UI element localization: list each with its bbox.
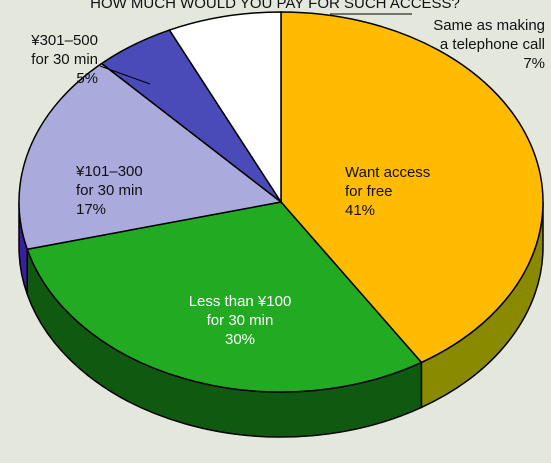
slice-label: ¥101–300 — [75, 163, 143, 180]
chart-title: HOW MUCH WOULD YOU PAY FOR SUCH ACCESS? — [90, 0, 460, 12]
slice-label: for 30 min — [31, 51, 98, 68]
slice — [280, 11, 544, 364]
slice-label: Same as making — [433, 17, 545, 34]
value-label: 5% — [76, 70, 98, 87]
leader-line — [99, 65, 151, 85]
slice-label: for 30 min — [76, 182, 143, 199]
value-label: 41% — [345, 202, 375, 219]
value-label: 30% — [225, 331, 255, 348]
slice — [168, 11, 282, 205]
value-label: 17% — [76, 201, 106, 218]
slice — [26, 201, 423, 393]
slice-label: Want access — [345, 164, 430, 181]
slice-label: a telephone call — [440, 36, 545, 53]
value-label: 7% — [523, 55, 545, 72]
slice-label: for free — [345, 183, 393, 200]
slice-label: ¥301–500 — [30, 32, 98, 49]
slice-label: Less than ¥100 — [189, 293, 292, 310]
slice — [18, 62, 283, 251]
slice-label: for 30 min — [207, 312, 274, 329]
